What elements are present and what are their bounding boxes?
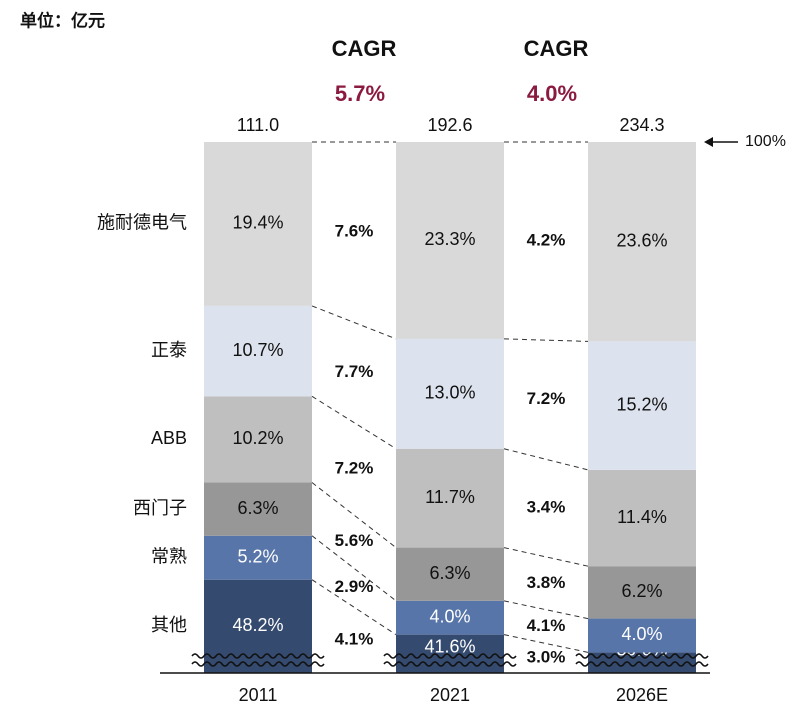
bar-segment	[588, 618, 696, 653]
value-label: 6.3%	[237, 498, 278, 518]
cagr-total: 5.7%	[335, 81, 385, 106]
connector	[503, 338, 589, 342]
bar-segment	[396, 600, 504, 635]
bar-segment	[204, 482, 312, 536]
series-label: 正泰	[151, 340, 187, 360]
series-label: 施耐德电气	[97, 213, 187, 233]
value-label: 23.6%	[616, 230, 667, 250]
cagr-label: 4.2%	[527, 231, 566, 250]
value-label: 41.6%	[424, 637, 475, 657]
series-label: 常熟	[151, 546, 187, 566]
cagr-label: 4.1%	[335, 630, 374, 649]
axis-break	[575, 661, 709, 667]
connector	[503, 448, 589, 471]
top-marker-label: 100%	[745, 133, 786, 150]
series-label: ABB	[151, 428, 187, 448]
value-label: 19.4%	[232, 213, 283, 233]
bar-segment	[396, 142, 504, 339]
bar-segment	[588, 566, 696, 619]
total-label: 192.6	[427, 115, 472, 135]
bar-segment	[204, 535, 312, 580]
total-label: 111.0	[237, 115, 279, 135]
cagr-label: 3.8%	[527, 573, 566, 592]
cagr-total: 4.0%	[527, 81, 577, 106]
x-tick-label: 2011	[239, 685, 278, 705]
value-label: 15.2%	[616, 394, 667, 414]
value-label: 10.7%	[232, 340, 283, 360]
value-label: 6.3%	[429, 563, 470, 583]
series-label: 其他	[151, 615, 187, 635]
value-label: 10.2%	[232, 428, 283, 448]
bar-segment	[588, 469, 696, 567]
total-label: 234.3	[619, 115, 664, 135]
bar-segment	[396, 448, 504, 548]
cagr-label: 2.9%	[335, 577, 374, 596]
bar-segment	[588, 142, 696, 342]
cagr-label: 7.2%	[335, 458, 374, 477]
axis-break	[383, 653, 517, 659]
cagr-label: 7.7%	[335, 362, 374, 381]
cagr-label: 4.1%	[527, 616, 566, 635]
value-label: 11.7%	[425, 487, 475, 507]
connector	[311, 395, 397, 450]
x-tick-label: 2026E	[616, 685, 668, 705]
value-label: 4.0%	[429, 606, 470, 626]
axis-break	[575, 653, 709, 659]
axis-break	[383, 661, 517, 667]
bar-segment	[204, 396, 312, 483]
cagr-label: 7.6%	[335, 222, 374, 241]
bar-segment	[204, 579, 312, 673]
cagr-label: 3.4%	[527, 498, 566, 517]
value-label: 4.0%	[621, 624, 662, 644]
value-label: 5.2%	[237, 546, 278, 566]
cagr-label: 7.2%	[527, 389, 566, 408]
bar-segment	[588, 341, 696, 470]
connector	[311, 579, 397, 636]
value-label: 48.2%	[232, 615, 283, 635]
cagr-label: 3.0%	[527, 648, 566, 667]
x-tick-label: 2021	[430, 685, 470, 705]
bar-segment	[204, 305, 312, 397]
cagr-heading: CAGR	[332, 36, 397, 61]
marker-arrowhead	[704, 137, 713, 147]
cagr-heading: CAGR	[524, 36, 589, 61]
connector	[503, 547, 589, 567]
bar-segment	[396, 547, 504, 601]
unit-title: 单位：亿元	[20, 10, 105, 30]
value-label: 13.0%	[424, 383, 475, 403]
bar-segment	[396, 634, 504, 673]
axis-break	[191, 661, 325, 667]
value-label: 11.4%	[617, 507, 667, 527]
cagr-label: 5.6%	[335, 531, 374, 550]
axis-break	[191, 653, 325, 659]
series-label: 西门子	[133, 498, 187, 518]
value-label: 6.2%	[621, 581, 662, 601]
bar-segment	[396, 338, 504, 449]
connector	[311, 305, 397, 340]
value-label: 23.3%	[424, 229, 475, 249]
bar-segment	[204, 142, 312, 306]
